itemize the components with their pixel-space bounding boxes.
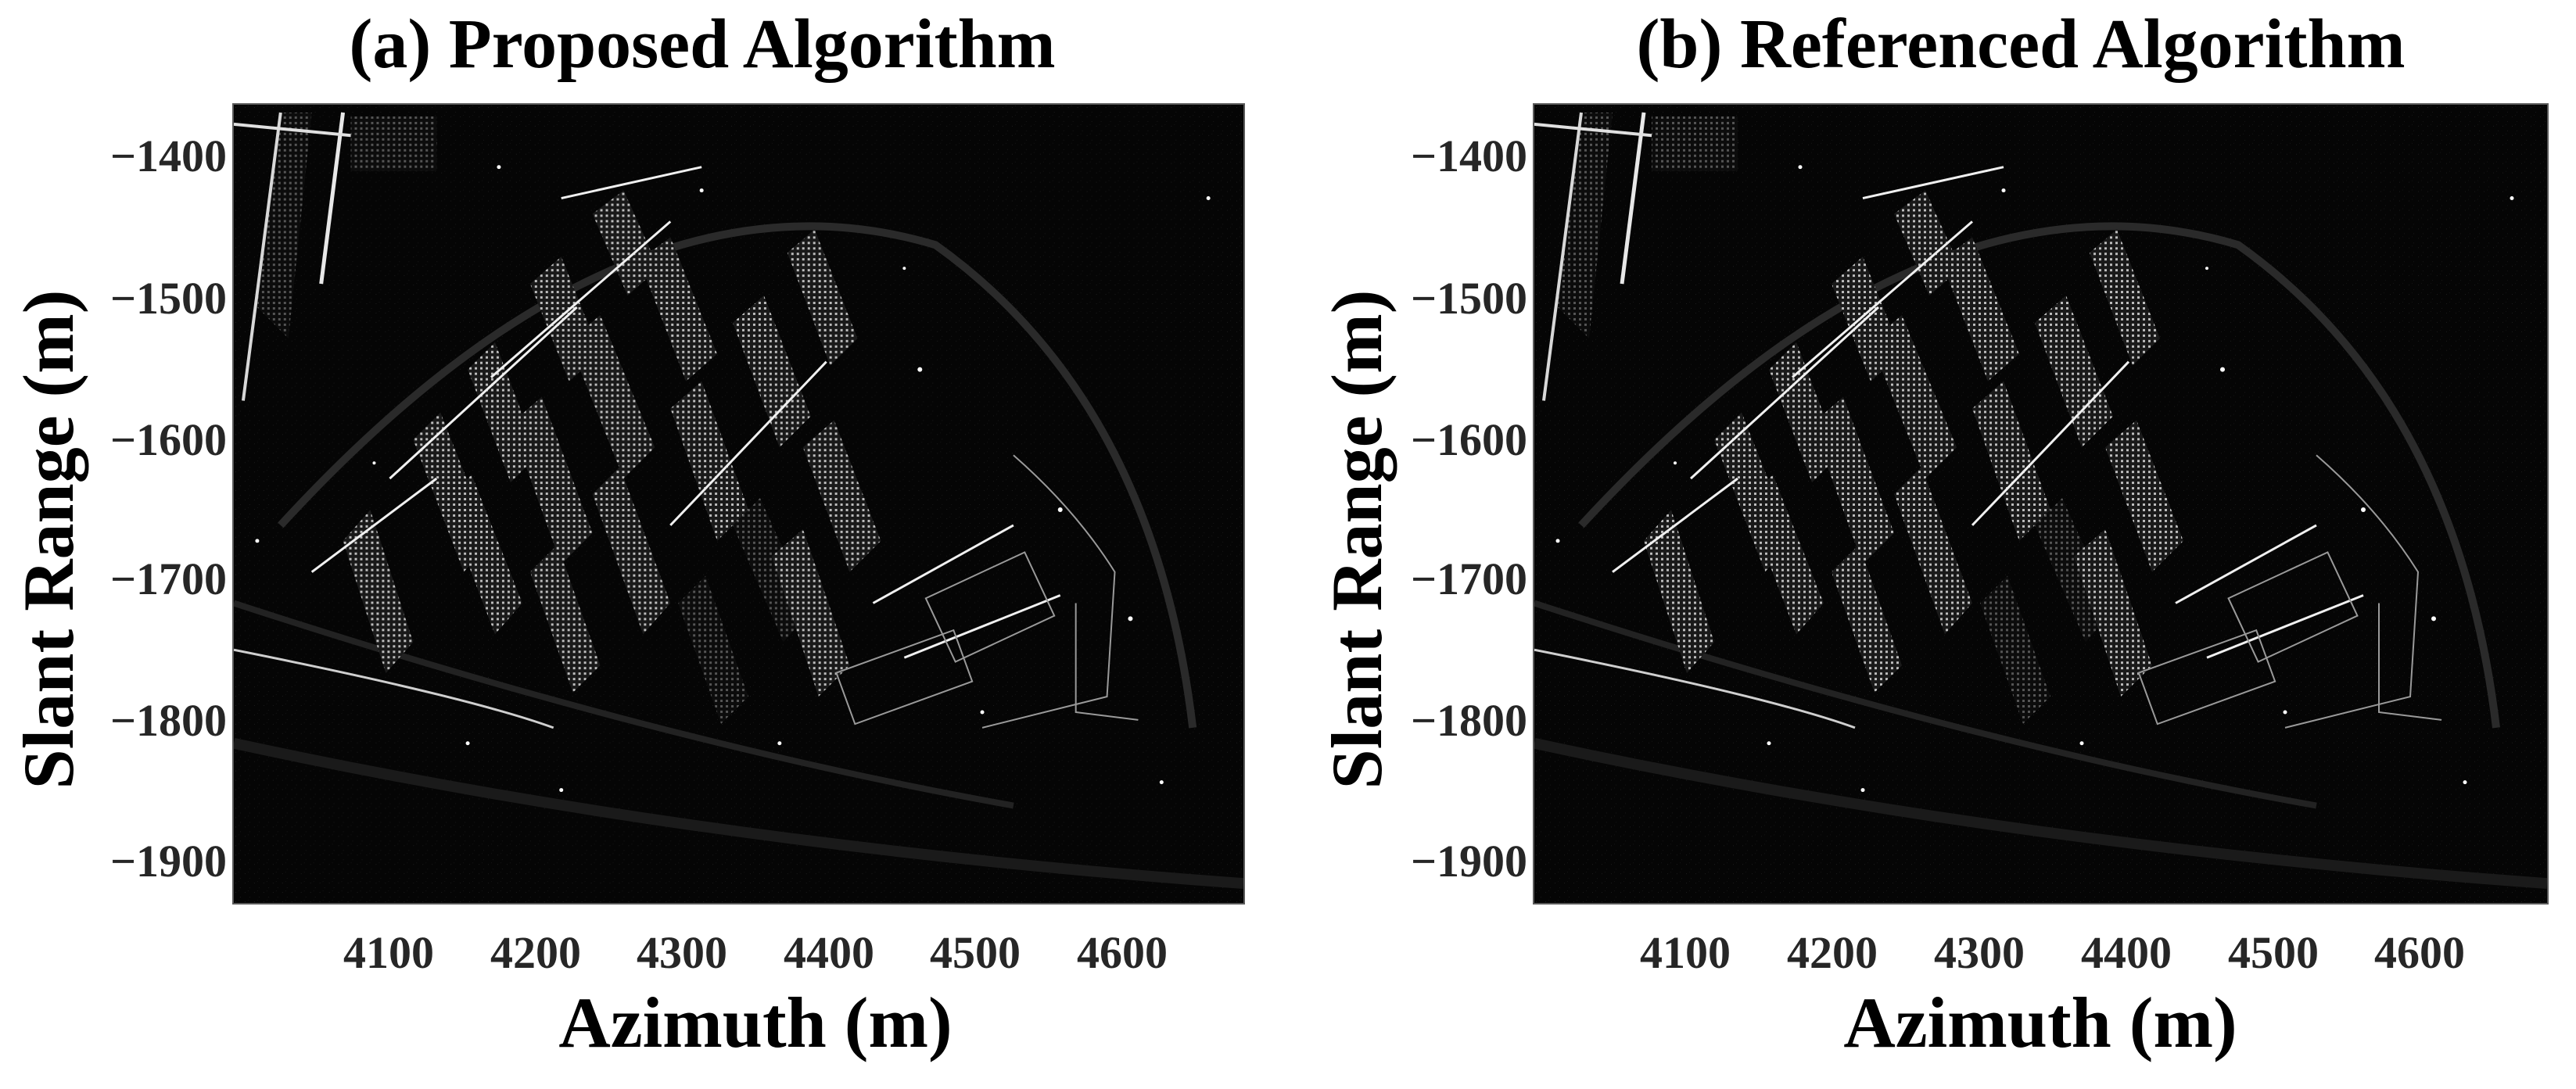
panel-b-xtick: 4400 — [2081, 927, 2172, 978]
panel-a-ytick: −1900 — [109, 836, 227, 887]
panel-a-xtick: 4600 — [1077, 927, 1168, 978]
panel-a-x-axis-label: Azimuth (m) — [558, 983, 953, 1062]
panel-b-title: (b) Referenced Algorithm — [1636, 5, 2406, 83]
panel-b-ytick: −1700 — [1410, 553, 1527, 604]
panel-b-xtick: 4200 — [1787, 927, 1878, 978]
panel-a-ytick: −1600 — [109, 414, 227, 465]
panel-a-ytick: −1500 — [109, 273, 227, 324]
panel-b-xtick: 4100 — [1640, 927, 1731, 978]
panel-b-ytick: −1800 — [1410, 695, 1527, 746]
panel-b-xtick: 4500 — [2228, 927, 2319, 978]
panel-a-y-axis-label: Slant Range (m) — [9, 289, 88, 790]
panel-a: (a) Proposed Algorithm Slant Range (m) −… — [9, 5, 1245, 1062]
panel-b-x-axis-label: Azimuth (m) — [1843, 983, 2237, 1062]
panel-b-xtick: 4300 — [1934, 927, 2025, 978]
panel-a-xtick: 4300 — [637, 927, 727, 978]
panel-a-xtick: 4100 — [343, 927, 434, 978]
panel-a-ytick: −1800 — [109, 695, 227, 746]
panel-b-ytick: −1900 — [1410, 836, 1527, 887]
panel-a-ytick: −1400 — [109, 131, 227, 181]
panel-b-ytick: −1600 — [1410, 414, 1527, 465]
panel-a-xtick: 4400 — [784, 927, 874, 978]
panel-a-ytick: −1700 — [109, 553, 227, 604]
panel-b-ytick: −1500 — [1410, 273, 1527, 324]
panel-a-xtick: 4500 — [930, 927, 1021, 978]
panel-a-title: (a) Proposed Algorithm — [349, 5, 1056, 83]
panel-b: (b) Referenced Algorithm Slant Range (m)… — [1288, 0, 2576, 1089]
panel-b-y-axis-label: Slant Range (m) — [1317, 289, 1397, 790]
panel-b-xtick: 4600 — [2374, 927, 2465, 978]
panel-a-xtick: 4200 — [490, 927, 581, 978]
panel-a-sar-image — [232, 103, 1245, 905]
panel-b-sar-image — [1533, 103, 2549, 905]
panel-b-ytick: −1400 — [1410, 131, 1527, 181]
